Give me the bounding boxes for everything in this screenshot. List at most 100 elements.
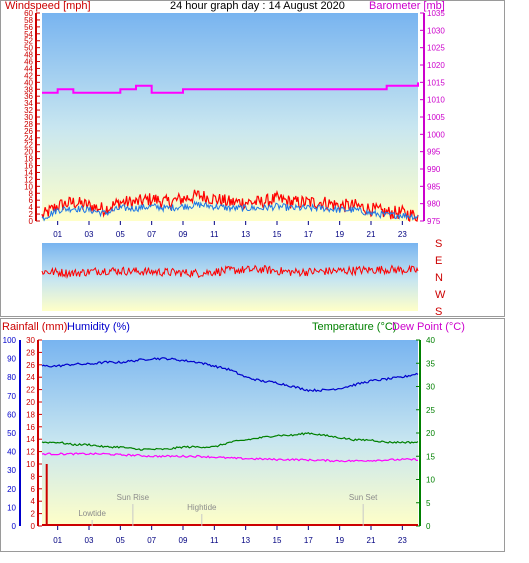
hour-tick-label: 03 — [85, 536, 94, 545]
barometer-tick-label: 1010 — [427, 96, 445, 105]
windspeed-tick-label: 46 — [24, 58, 33, 67]
windspeed-tick-label: 8 — [29, 189, 34, 198]
windspeed-tick-label: 60 — [24, 9, 33, 18]
windspeed-tick-label: 54 — [24, 30, 33, 39]
humidity-tick-label: 80 — [7, 373, 16, 382]
rainfall-tick-label: 22 — [26, 386, 35, 395]
direction-label: N — [435, 272, 443, 284]
windspeed-tick-label: 24 — [24, 134, 33, 143]
rainfall-tick-label: 10 — [26, 460, 35, 469]
windspeed-tick-label: 26 — [24, 127, 33, 136]
barometer-tick-label: 1035 — [427, 9, 445, 18]
windspeed-tick-label: 44 — [24, 64, 33, 73]
rainfall-tick-label: 16 — [26, 423, 35, 432]
humidity-tick-label: 60 — [7, 410, 16, 419]
hour-tick-label: 21 — [367, 536, 376, 545]
humidity-tick-label: 20 — [7, 485, 16, 494]
hour-tick-label: 11 — [210, 536, 219, 545]
hour-tick-label: 13 — [241, 230, 250, 239]
humidity-line — [41, 357, 419, 393]
rainfall-tick-label: 6 — [31, 485, 36, 494]
temperature-tick-label: 35 — [426, 359, 435, 368]
windspeed-tick-label: 16 — [24, 162, 33, 171]
windspeed-tick-label: 52 — [24, 37, 33, 46]
rainfall-tick-label: 30 — [26, 336, 35, 345]
barometer-tick-label: 1020 — [427, 61, 445, 70]
temperature-line — [41, 431, 419, 451]
windspeed-tick-label: 56 — [24, 23, 33, 32]
windspeed-tick-label: 38 — [24, 85, 33, 94]
windspeed-tick-label: 42 — [24, 71, 33, 80]
rainfall-title: Rainfall (mm) — [2, 321, 67, 333]
barometer-tick-label: 1030 — [427, 26, 445, 35]
barometer-line — [42, 82, 419, 94]
temperature-tick-label: 25 — [426, 406, 435, 415]
humidity-tick-label: 0 — [12, 522, 17, 531]
temperature-tick-label: 30 — [426, 383, 435, 392]
bottom-frame — [0, 318, 505, 552]
hour-tick-label: 09 — [179, 230, 188, 239]
rainfall-tick-label: 24 — [26, 373, 35, 382]
wind-average-line — [41, 200, 419, 222]
rainfall-tick-label: 28 — [26, 348, 35, 357]
wind-direction-line — [41, 264, 419, 279]
windspeed-tick-label: 14 — [24, 168, 33, 177]
temperature-tick-label: 15 — [426, 452, 435, 461]
barometer-tick-label: 995 — [427, 148, 441, 157]
windspeed-tick-label: 32 — [24, 106, 33, 115]
humidity-tick-label: 50 — [7, 429, 16, 438]
windspeed-tick-label: 36 — [24, 92, 33, 101]
rainfall-tick-label: 0 — [31, 522, 36, 531]
humidity-tick-label: 10 — [7, 503, 16, 512]
windspeed-tick-label: 20 — [24, 148, 33, 157]
hour-tick-label: 21 — [367, 230, 376, 239]
hour-tick-label: 09 — [179, 536, 188, 545]
windspeed-tick-label: 50 — [24, 44, 33, 53]
direction-label: S — [435, 306, 442, 318]
barometer-tick-label: 1015 — [427, 78, 445, 87]
data-layer — [41, 82, 419, 526]
temperature-tick-label: 40 — [426, 336, 435, 345]
barometer-tick-label: 1000 — [427, 130, 445, 139]
barometer-title: Barometer [mb] — [369, 0, 445, 12]
windspeed-tick-label: 12 — [24, 175, 33, 184]
hour-tick-label: 07 — [147, 230, 156, 239]
hour-tick-label: 01 — [53, 536, 62, 545]
barometer-tick-label: 1005 — [427, 113, 445, 122]
windspeed-tick-label: 6 — [29, 196, 34, 205]
windspeed-tick-label: 58 — [24, 16, 33, 25]
windspeed-line — [41, 189, 419, 222]
rainfall-tick-label: 2 — [31, 510, 36, 519]
windspeed-tick-label: 2 — [29, 210, 34, 219]
hour-tick-label: 13 — [241, 536, 250, 545]
barometer-tick-label: 990 — [427, 165, 441, 174]
hour-tick-label: 03 — [85, 230, 94, 239]
windspeed-tick-label: 34 — [24, 99, 33, 108]
direction-plot-area — [42, 243, 418, 311]
hour-tick-label: 01 — [53, 230, 62, 239]
rainfall-tick-label: 8 — [31, 472, 36, 481]
axes-layer — [19, 12, 425, 530]
hour-tick-label: 19 — [335, 230, 344, 239]
rainfall-tick-label: 14 — [26, 435, 35, 444]
windspeed-tick-label: 40 — [24, 78, 33, 87]
hour-tick-label: 23 — [398, 536, 407, 545]
barometer-tick-label: 985 — [427, 182, 441, 191]
windspeed-tick-label: 22 — [24, 141, 33, 150]
temperature-tick-label: 20 — [426, 429, 435, 438]
barometer-tick-label: 1025 — [427, 44, 445, 53]
hour-tick-label: 15 — [273, 230, 282, 239]
humidity-tick-label: 70 — [7, 392, 16, 401]
annotation-label: Sun Set — [349, 493, 378, 502]
hour-tick-label: 15 — [273, 536, 282, 545]
labels-layer: 0246810121416182022242628303234363840424… — [3, 9, 446, 545]
humidity-tick-label: 90 — [7, 355, 16, 364]
humidity-tick-label: 30 — [7, 466, 16, 475]
top-frame — [0, 0, 505, 317]
humidity-tick-label: 100 — [3, 336, 17, 345]
hour-tick-label: 05 — [116, 230, 125, 239]
windspeed-tick-label: 0 — [29, 217, 34, 226]
hour-tick-label: 07 — [147, 536, 156, 545]
